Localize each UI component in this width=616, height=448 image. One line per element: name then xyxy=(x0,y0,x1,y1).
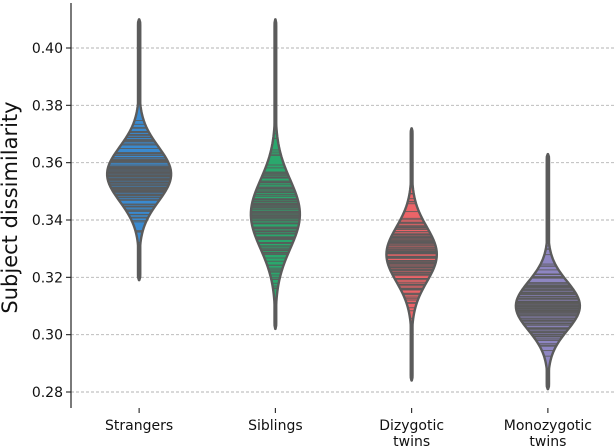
violin-outline xyxy=(514,152,582,391)
x-tick-label: Siblings xyxy=(248,418,303,434)
x-tick-label: Strangers xyxy=(105,418,173,434)
y-tick-label: 0.30 xyxy=(32,328,63,344)
y-tick-label: 0.38 xyxy=(32,98,63,114)
x-tick-label: twins xyxy=(393,434,430,448)
violin-dizygotic-twins xyxy=(385,127,439,382)
violin-siblings xyxy=(249,18,302,331)
violin-body xyxy=(515,154,580,390)
x-tick-label: twins xyxy=(529,434,566,448)
y-axis: 0.28 0.30 0.32 0.34 0.36 0.38 0.40 xyxy=(32,3,72,408)
violin-body xyxy=(386,128,437,381)
y-tick-label: 0.32 xyxy=(32,270,63,286)
violin-strangers xyxy=(105,18,173,282)
x-tick-label: Monozygotic xyxy=(504,418,592,434)
violin-outline xyxy=(249,18,302,331)
x-axis-labels: Strangers Siblings DizygotictwinsMonozygot… xyxy=(105,408,592,448)
y-tick-label: 0.28 xyxy=(32,385,63,401)
violin-body xyxy=(107,19,172,281)
x-tick-label: Dizygotic xyxy=(379,418,444,434)
y-axis-label: Subject dissimilarity xyxy=(0,101,22,313)
violin-outline xyxy=(105,18,173,282)
y-tick-label: 0.36 xyxy=(32,156,63,172)
y-tick-label: 0.40 xyxy=(32,41,63,57)
violin-monozygotic-twins xyxy=(514,152,582,391)
grid-lines xyxy=(71,47,616,393)
violin-outline xyxy=(385,127,439,382)
y-tick-label: 0.34 xyxy=(32,213,63,229)
violins xyxy=(105,18,582,391)
